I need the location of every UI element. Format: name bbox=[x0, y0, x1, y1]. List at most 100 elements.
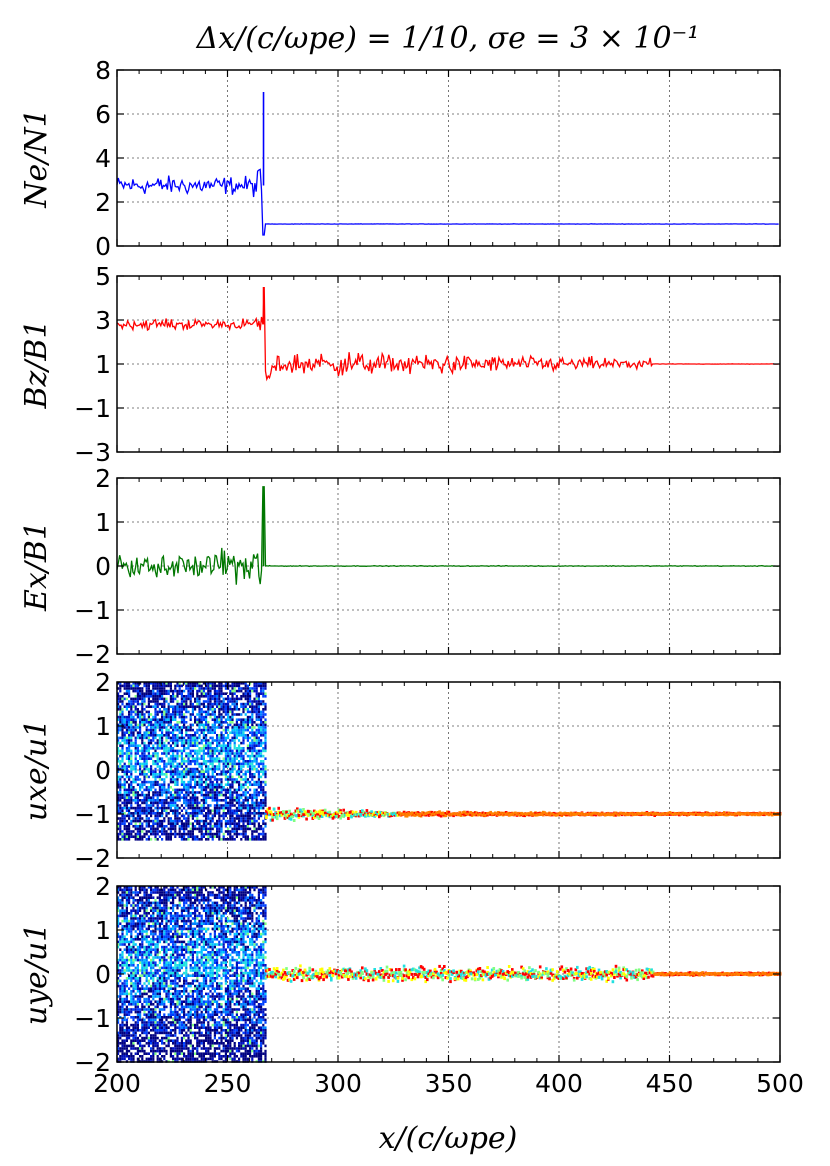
heatmap-cell bbox=[130, 930, 133, 933]
heatmap-cell bbox=[130, 814, 133, 818]
heatmap-cell bbox=[119, 888, 122, 892]
heatmap-cell bbox=[178, 689, 181, 693]
heatmap-cell bbox=[213, 765, 216, 768]
heatmap-cell bbox=[121, 702, 124, 706]
heatmap-cell bbox=[189, 728, 192, 732]
heatmap-cell bbox=[249, 710, 252, 714]
heatmap-cell bbox=[222, 799, 225, 802]
heatmap-cell bbox=[202, 715, 205, 719]
heatmap-cell bbox=[264, 773, 267, 776]
heatmap-cell bbox=[205, 838, 208, 841]
heatmap-cell bbox=[500, 811, 503, 815]
heatmap-cell bbox=[183, 817, 186, 820]
heatmap-cell bbox=[249, 765, 252, 768]
heatmap-cell bbox=[249, 715, 252, 719]
heatmap-cell bbox=[220, 773, 223, 776]
heatmap-cell bbox=[196, 835, 199, 838]
heatmap-cell bbox=[503, 811, 506, 815]
heatmap-cell bbox=[233, 700, 236, 703]
heatmap-cell bbox=[130, 804, 133, 807]
heatmap-cell bbox=[726, 811, 729, 815]
heatmap-cell bbox=[213, 726, 216, 729]
heatmap-cell bbox=[308, 810, 311, 814]
heatmap-cell bbox=[311, 814, 315, 818]
heatmap-cell bbox=[244, 796, 247, 799]
heatmap-cell bbox=[285, 815, 288, 819]
heatmap-cell bbox=[205, 830, 208, 833]
heatmap-cell bbox=[255, 705, 258, 708]
heatmap-cell bbox=[125, 896, 128, 899]
heatmap-cell bbox=[198, 741, 201, 745]
heatmap-cell bbox=[147, 721, 150, 724]
heatmap-cell bbox=[147, 749, 150, 753]
heatmap-cell bbox=[154, 713, 157, 716]
heatmap-cell bbox=[707, 812, 711, 816]
heatmap-cell bbox=[128, 912, 131, 915]
heatmap-cell bbox=[289, 817, 293, 821]
heatmap-cell bbox=[211, 819, 214, 823]
heatmap-cell bbox=[154, 747, 157, 750]
heatmap-cell bbox=[145, 767, 148, 771]
heatmap-cell bbox=[198, 721, 201, 724]
heatmap-cell bbox=[191, 806, 194, 810]
heatmap-cell bbox=[244, 752, 247, 755]
heatmap-cell bbox=[145, 773, 148, 776]
heatmap-cell bbox=[178, 736, 181, 740]
heatmap-cell bbox=[202, 710, 205, 714]
heatmap-cell bbox=[174, 741, 177, 745]
heatmap-cell bbox=[220, 721, 223, 724]
heatmap-cell bbox=[262, 791, 265, 794]
heatmap-cell bbox=[161, 721, 164, 724]
heatmap-cell bbox=[165, 754, 168, 758]
heatmap-cell bbox=[167, 832, 170, 836]
heatmap-cell bbox=[143, 801, 146, 805]
heatmap-cell bbox=[185, 838, 188, 841]
heatmap-cell bbox=[242, 710, 245, 714]
heatmap-cell bbox=[154, 749, 157, 753]
heatmap-cell bbox=[216, 812, 219, 815]
heatmap-cell bbox=[255, 783, 258, 786]
heatmap-cell bbox=[143, 757, 146, 760]
heatmap-cell bbox=[128, 1031, 131, 1035]
heatmap-cell bbox=[222, 806, 225, 810]
heatmap-cell bbox=[152, 684, 155, 688]
heatmap-cell bbox=[117, 739, 120, 742]
heatmap-cell bbox=[136, 906, 139, 910]
heatmap-cell bbox=[121, 734, 124, 737]
heatmap-cell bbox=[180, 684, 183, 688]
heatmap-cell bbox=[123, 765, 126, 768]
heatmap-cell bbox=[253, 741, 256, 745]
heatmap-cell bbox=[202, 757, 205, 760]
heatmap-cell bbox=[227, 741, 230, 745]
heatmap-cell bbox=[136, 812, 139, 815]
heatmap-cell bbox=[123, 1034, 126, 1037]
heatmap-cell bbox=[123, 778, 126, 781]
heatmap-cell bbox=[147, 796, 150, 799]
heatmap-cell bbox=[130, 971, 133, 975]
heatmap-cell bbox=[344, 813, 347, 817]
heatmap-cell bbox=[637, 812, 641, 816]
heatmap-cell bbox=[218, 817, 221, 820]
heatmap-cell bbox=[143, 731, 146, 734]
heatmap-cell bbox=[196, 791, 199, 794]
heatmap-cell bbox=[240, 812, 243, 815]
heatmap-cell bbox=[176, 814, 179, 818]
heatmap-cell bbox=[136, 710, 139, 714]
heatmap-cell bbox=[147, 819, 150, 823]
heatmap-cell bbox=[145, 705, 148, 708]
heatmap-cell bbox=[130, 979, 133, 983]
heatmap-cell bbox=[222, 838, 225, 841]
heatmap-cell bbox=[262, 804, 265, 807]
heatmap-cell bbox=[119, 1023, 122, 1027]
heatmap-cell bbox=[117, 775, 120, 779]
heatmap-cell bbox=[176, 708, 179, 711]
heatmap-cell bbox=[218, 692, 221, 695]
heatmap-cell bbox=[246, 718, 249, 721]
heatmap-cell bbox=[233, 767, 236, 771]
heatmap-cell bbox=[257, 832, 260, 836]
heatmap-cell bbox=[209, 780, 212, 784]
heatmap-cell bbox=[227, 684, 230, 688]
heatmap-cell bbox=[185, 741, 188, 745]
heatmap-cell bbox=[229, 757, 232, 760]
heatmap-cell bbox=[132, 715, 135, 719]
